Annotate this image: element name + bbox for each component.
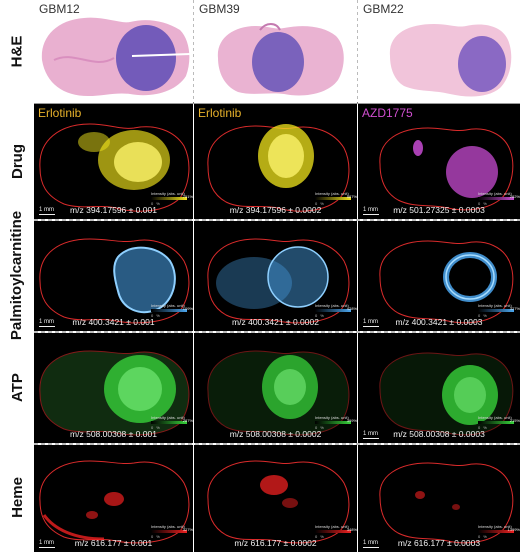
colorbar: Intensity (abs. unit) 587% 0% — [315, 191, 357, 206]
colorbar: Intensity (abs. unit) 428% 0% — [315, 303, 357, 318]
colorbar: Intensity (abs. unit) 348% 0% — [315, 524, 357, 539]
he-panel-gbm22: GBM22 — [358, 0, 520, 103]
he-panel-gbm39: GBM39 — [194, 0, 357, 103]
he-panel-gbm12: GBM12 — [34, 0, 193, 103]
colorbar: Intensity (abs. unit) 282% 0% — [478, 191, 520, 206]
msi-heme-gbm39: m/z 616.177 ± 0.0002 Intensity (abs. uni… — [194, 445, 357, 552]
msi-palmitoylcarnitine-gbm12: 1 mm m/z 400.3421 ± 0.001 Intensity (abs… — [34, 221, 193, 331]
colorbar: Intensity (abs. unit) 399% 0% — [315, 415, 357, 430]
msi-image — [379, 352, 514, 436]
mz-label: m/z 394.17596 ± 0.001 — [70, 205, 157, 215]
mz-label: m/z 508.00308 ± 0.0002 — [229, 429, 322, 439]
msi-drug-gbm12: Erlotinib 1 mm m/z 394.17596 ± 0.001 Int… — [34, 104, 193, 219]
drug-label: Erlotinib — [198, 106, 242, 120]
colorbar: Intensity (abs. unit) 215% 0% — [478, 415, 520, 430]
msi-atp-gbm12: m/z 508.00308 ± 0.001 Intensity (abs. un… — [34, 333, 193, 443]
colorbar: Intensity (abs. unit) 1399% 0% — [478, 524, 520, 539]
msi-drug-gbm22: AZD1775 1 mm m/z 501.27325 ± 0.0003 Inte… — [358, 104, 520, 219]
mz-label: m/z 394.17596 ± 0.0002 — [229, 205, 322, 215]
column-header: GBM12 — [39, 2, 80, 16]
mz-label: m/z 616.177 ± 0.001 — [74, 538, 153, 548]
mz-label: m/z 508.00308 ± 0.001 — [70, 429, 157, 439]
colorbar: Intensity (abs. unit) 109% 0% — [151, 303, 193, 318]
scale-bar: 1 mm — [39, 319, 55, 327]
drug-label: AZD1775 — [362, 106, 413, 120]
scale-bar: 1 mm — [39, 207, 55, 215]
mz-label: m/z 501.27325 ± 0.0003 — [393, 205, 485, 215]
scale-bar: 1 mm — [363, 540, 379, 548]
msi-image — [379, 240, 514, 324]
scale-bar: 1 mm — [39, 540, 55, 548]
msi-heme-gbm12: 1 mm m/z 616.177 ± 0.001 Intensity (abs.… — [34, 445, 193, 552]
mz-label: m/z 400.3421 ± 0.001 — [72, 317, 155, 327]
msi-atp-gbm22: 1 mm m/z 508.00308 ± 0.0003 Intensity (a… — [358, 333, 520, 443]
msi-image — [207, 460, 350, 544]
msi-heme-gbm22: 1 mm m/z 616.177 ± 0.0003 Intensity (abs… — [358, 445, 520, 552]
msi-image — [207, 238, 350, 324]
mz-label: m/z 400.3421 ± 0.0003 — [395, 317, 483, 327]
colorbar: Intensity (abs. unit) 327% 0% — [151, 524, 193, 539]
colorbar: Intensity (abs. unit) 287% 0% — [151, 415, 193, 430]
drug-label: Erlotinib — [38, 106, 82, 120]
msi-image — [379, 127, 514, 211]
column-header: GBM22 — [363, 2, 404, 16]
he-tissue-image — [389, 24, 512, 97]
msi-atp-gbm39: m/z 508.00308 ± 0.0002 Intensity (abs. u… — [194, 333, 357, 443]
msi-palmitoylcarnitine-gbm39: m/z 400.3421 ± 0.0002 Intensity (abs. un… — [194, 221, 357, 331]
msi-image — [39, 460, 190, 544]
mz-label: m/z 616.177 ± 0.0002 — [234, 538, 317, 548]
scale-bar: 1 mm — [363, 207, 379, 215]
msi-image — [39, 238, 190, 324]
msi-image — [207, 124, 350, 212]
column-header: GBM39 — [199, 2, 240, 16]
msi-image — [379, 462, 514, 544]
msi-image — [39, 350, 190, 436]
scale-bar: 1 mm — [363, 319, 379, 327]
mz-label: m/z 616.177 ± 0.0003 — [397, 538, 481, 548]
mz-label: m/z 400.3421 ± 0.0002 — [232, 317, 319, 327]
he-tissue-image — [41, 17, 191, 97]
colorbar: Intensity (abs. unit) 327% 0% — [478, 303, 520, 318]
colorbar: Intensity (abs. unit) 751% 0% — [151, 191, 193, 206]
scale-bar: 1 mm — [363, 431, 379, 439]
he-tissue-image — [217, 23, 344, 96]
mz-label: m/z 508.00308 ± 0.0003 — [393, 429, 485, 439]
msi-image — [39, 123, 190, 212]
msi-image — [207, 350, 350, 436]
msi-drug-gbm39: Erlotinib m/z 394.17596 ± 0.0002 Intensi… — [194, 104, 357, 219]
msi-palmitoylcarnitine-gbm22: 1 mm m/z 400.3421 ± 0.0003 Intensity (ab… — [358, 221, 520, 331]
